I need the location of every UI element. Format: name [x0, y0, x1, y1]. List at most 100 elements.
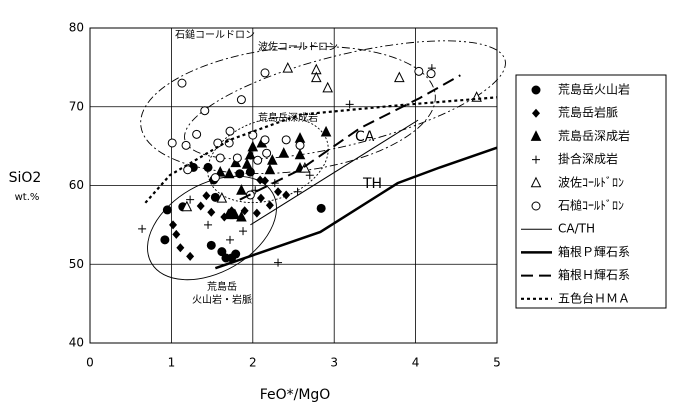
- annotation: 石鎚コールドロン: [175, 28, 255, 41]
- point: [310, 71, 322, 83]
- point: [316, 203, 326, 213]
- point: [278, 147, 290, 158]
- point: [213, 138, 223, 148]
- annotation: CA: [355, 129, 375, 145]
- point: [217, 247, 227, 257]
- point: [256, 193, 265, 203]
- point: [167, 138, 177, 148]
- legend-label: 荒島岳火山岩: [558, 82, 630, 97]
- point: [274, 187, 283, 197]
- point: [177, 78, 187, 88]
- ellipses: [140, 40, 506, 281]
- point: [265, 200, 274, 210]
- point: [235, 169, 245, 179]
- ellipse: [207, 116, 329, 204]
- point: [252, 208, 261, 218]
- point: [204, 220, 213, 229]
- point: [236, 95, 246, 105]
- legend-label: 箱根Ｐ輝石系: [558, 244, 630, 259]
- legend-swatch: [531, 85, 541, 95]
- legend-label: 掛合深成岩: [558, 151, 618, 166]
- point: [320, 125, 332, 137]
- point: [282, 190, 291, 200]
- point: [225, 126, 235, 136]
- series-line: [144, 96, 498, 204]
- legend-label: CA/TH: [558, 222, 595, 236]
- point: [176, 243, 185, 253]
- point: [293, 187, 302, 196]
- legend-swatch: [530, 176, 542, 188]
- point: [196, 201, 205, 211]
- point: [181, 200, 193, 212]
- point: [181, 140, 191, 150]
- point: [247, 140, 259, 152]
- point: [282, 62, 294, 73]
- point: [210, 173, 220, 183]
- point: [203, 162, 213, 172]
- y-axis-unit: wt.%: [15, 192, 40, 203]
- legend-swatch: [532, 108, 540, 118]
- point: [260, 135, 270, 145]
- series-line: [214, 146, 498, 270]
- series-line: [239, 74, 461, 201]
- point: [138, 224, 147, 233]
- x-tick-label: 3: [330, 356, 338, 370]
- annotation: 火山岩・岩脈: [192, 293, 252, 306]
- y-axis-label: SiO2: [9, 170, 42, 186]
- annotation: TH: [362, 176, 382, 192]
- x-tick-label: 2: [249, 356, 257, 370]
- y-tick-label: 40: [69, 336, 84, 350]
- point: [240, 206, 249, 216]
- point: [226, 235, 235, 244]
- point: [294, 148, 306, 160]
- legend-swatch: [531, 201, 541, 211]
- point: [223, 167, 235, 179]
- point: [200, 106, 210, 116]
- point: [229, 208, 241, 220]
- legend-swatch: [532, 155, 540, 164]
- series-line: [250, 119, 419, 226]
- point: [162, 205, 172, 215]
- point: [183, 165, 193, 175]
- ellipse: [184, 40, 506, 160]
- point: [260, 68, 270, 78]
- point: [245, 167, 255, 177]
- legend-label: 荒島岳深成岩: [558, 128, 630, 143]
- point: [241, 158, 253, 169]
- ellipse: [147, 175, 277, 281]
- legend-label: 波佐ｺｰﾙﾄﾞﾛﾝ: [558, 175, 624, 189]
- x-tick-label: 0: [86, 356, 94, 370]
- point: [264, 163, 276, 175]
- point: [215, 153, 225, 163]
- legend-swatch: [530, 130, 542, 141]
- point: [192, 129, 202, 139]
- point: [322, 81, 333, 93]
- point: [236, 210, 247, 222]
- point: [256, 175, 265, 185]
- y-tick-label: 50: [69, 257, 84, 271]
- point: [206, 240, 216, 250]
- point: [186, 251, 195, 261]
- y-tick-label: 80: [69, 21, 84, 35]
- point: [262, 148, 272, 158]
- point: [245, 148, 256, 160]
- legend-label: 箱根Ｈ輝石系: [558, 267, 630, 282]
- point: [261, 176, 270, 186]
- point: [207, 207, 216, 217]
- point: [160, 235, 170, 245]
- point: [253, 155, 263, 165]
- point: [345, 100, 354, 109]
- point: [216, 191, 228, 203]
- point: [239, 227, 248, 236]
- point: [281, 135, 291, 145]
- point: [267, 154, 278, 165]
- x-axis-label: FeO*/MgO: [260, 387, 331, 403]
- y-tick-label: 70: [69, 99, 84, 113]
- x-tick-label: 4: [412, 356, 420, 370]
- point: [214, 165, 226, 177]
- annotation: 波佐コールドロン: [258, 40, 338, 53]
- point: [236, 184, 247, 195]
- point: [232, 153, 242, 163]
- legend-box: [515, 74, 667, 309]
